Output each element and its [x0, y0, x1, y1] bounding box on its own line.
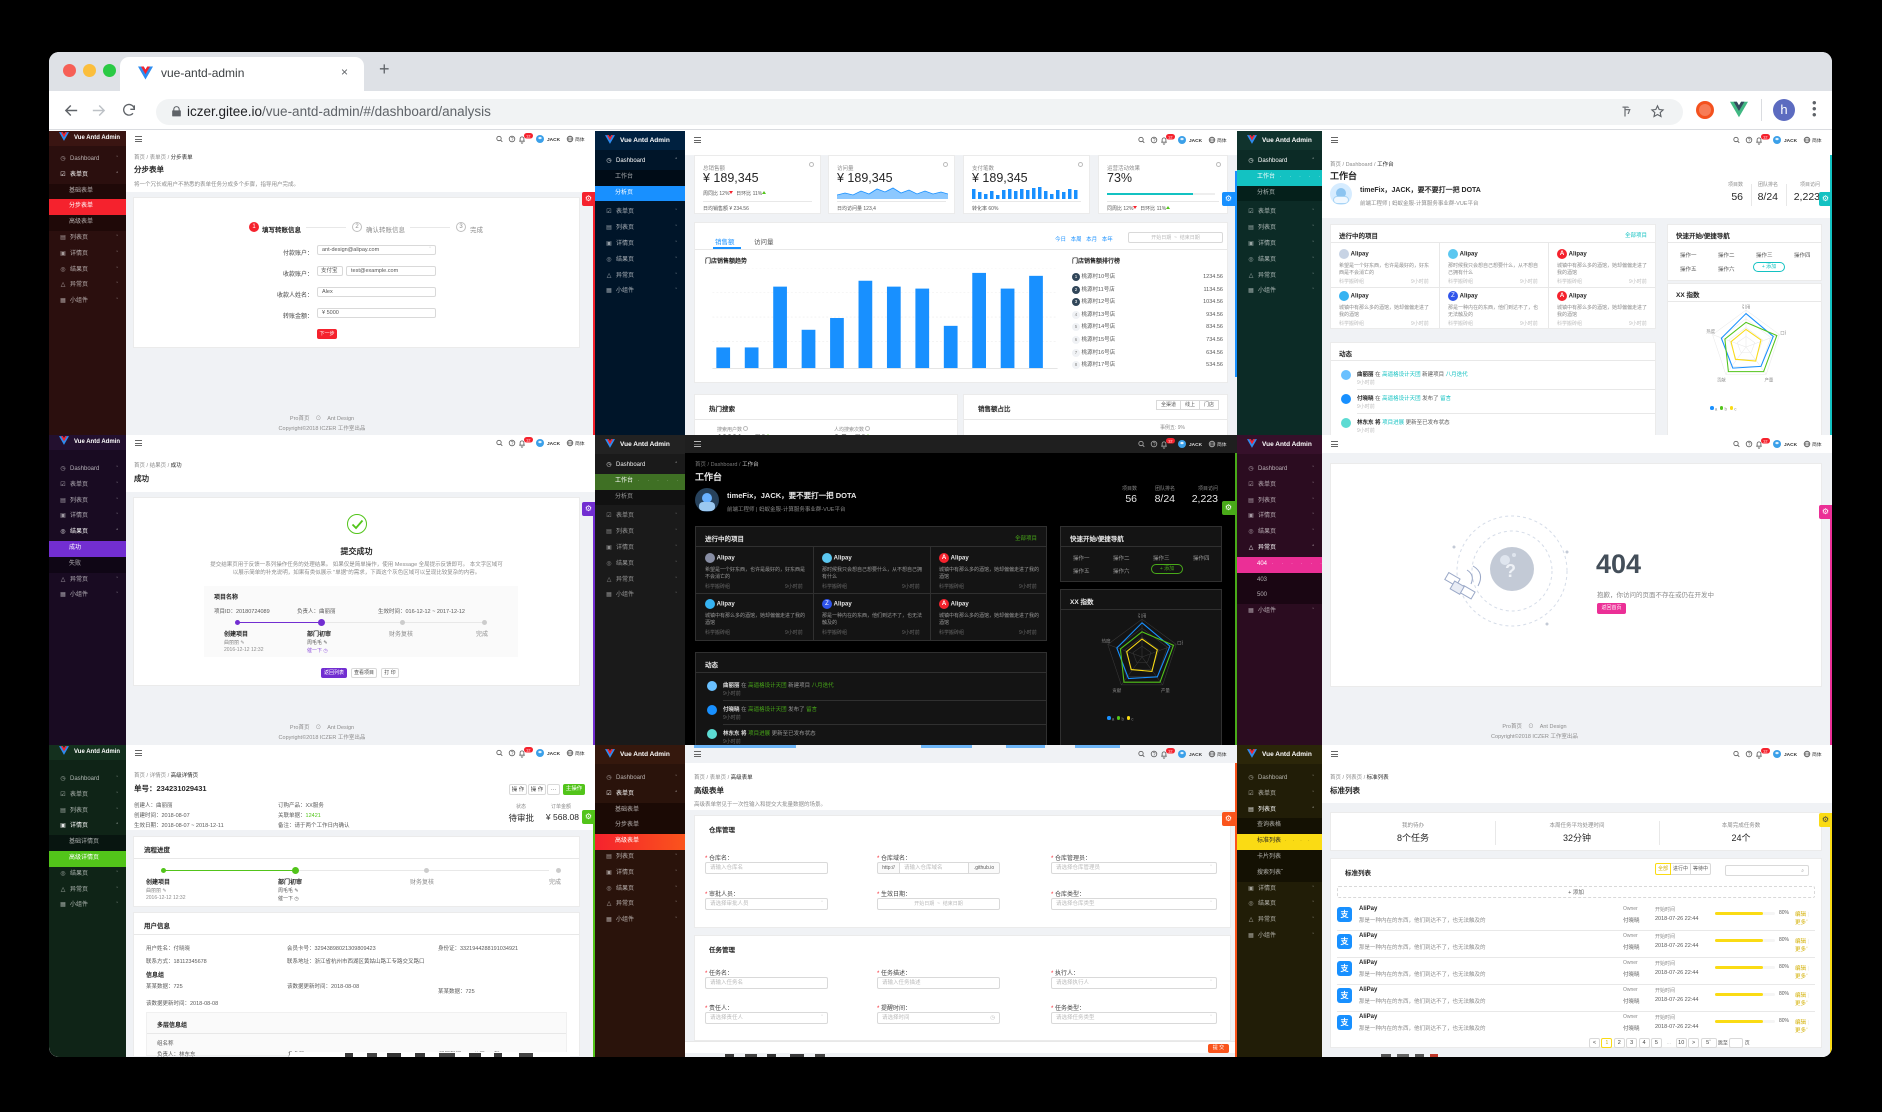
svg-text:贡献: 贡献 — [1717, 376, 1726, 383]
svg-text:?: ? — [1153, 442, 1156, 448]
svg-text:12: 12 — [1763, 748, 1768, 753]
svg-text:?: ? — [1748, 752, 1751, 758]
svg-text:产量: 产量 — [1764, 376, 1773, 383]
svg-text:简体: 简体 — [1217, 137, 1227, 144]
svg-text:简体: 简体 — [575, 440, 585, 447]
svg-text:简体: 简体 — [575, 750, 585, 757]
svg-text:简体: 简体 — [1812, 751, 1822, 758]
svg-text:热度: 热度 — [1706, 328, 1715, 335]
svg-text:12: 12 — [1168, 134, 1173, 139]
svg-text:引用: 引用 — [1742, 303, 1751, 310]
svg-text:口碑: 口碑 — [1780, 330, 1786, 337]
svg-text:JACK: JACK — [1784, 752, 1798, 758]
svg-text:?: ? — [1748, 138, 1751, 144]
svg-text:简体: 简体 — [1217, 441, 1227, 448]
svg-text:?: ? — [1505, 561, 1516, 581]
svg-text:12: 12 — [1168, 438, 1173, 443]
svg-text:JACK: JACK — [1189, 752, 1203, 758]
svg-text:JACK: JACK — [547, 137, 561, 143]
svg-text:JACK: JACK — [547, 751, 561, 757]
svg-text:简体: 简体 — [575, 136, 585, 143]
svg-text:JACK: JACK — [1189, 138, 1203, 144]
svg-text:JACK: JACK — [547, 441, 561, 447]
svg-text:产量: 产量 — [1161, 687, 1170, 694]
svg-text:JACK: JACK — [1784, 442, 1798, 448]
svg-text:简体: 简体 — [1217, 751, 1227, 758]
svg-text:12: 12 — [526, 747, 531, 752]
svg-text:?: ? — [511, 137, 514, 143]
svg-text:12: 12 — [1763, 438, 1768, 443]
svg-text:引用: 引用 — [1138, 612, 1147, 619]
svg-text:12: 12 — [1168, 748, 1173, 753]
svg-text:12: 12 — [526, 133, 531, 138]
svg-text:热度: 热度 — [1102, 638, 1111, 645]
svg-text:JACK: JACK — [1189, 442, 1203, 448]
svg-text:?: ? — [1153, 752, 1156, 758]
svg-text:12: 12 — [526, 437, 531, 442]
svg-text:贡献: 贡献 — [1112, 687, 1121, 694]
svg-text:简体: 简体 — [1812, 441, 1822, 448]
svg-text:12: 12 — [1763, 134, 1768, 139]
svg-text:简体: 简体 — [1812, 137, 1822, 144]
svg-text:?: ? — [511, 441, 514, 447]
svg-text:?: ? — [511, 751, 514, 757]
svg-text:口碑: 口碑 — [1177, 639, 1183, 646]
svg-text:JACK: JACK — [1784, 138, 1798, 144]
svg-text:?: ? — [1748, 442, 1751, 448]
svg-text:?: ? — [1153, 138, 1156, 144]
